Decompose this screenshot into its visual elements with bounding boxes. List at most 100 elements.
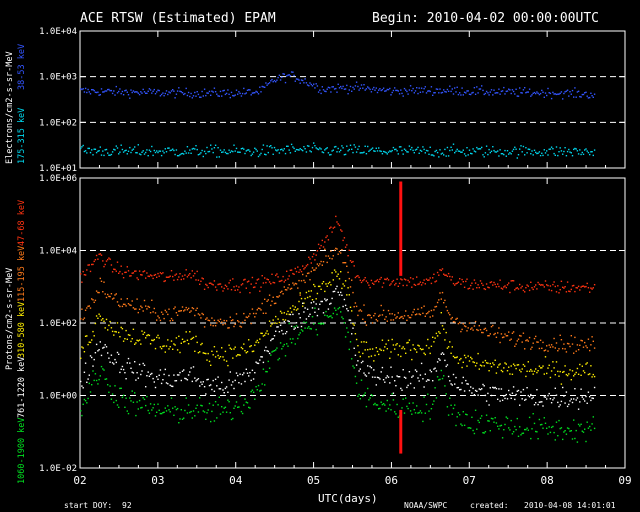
data-point <box>207 286 209 289</box>
data-point <box>539 92 542 95</box>
data-point <box>549 92 552 95</box>
data-point <box>252 391 255 393</box>
data-point <box>294 282 296 285</box>
data-point <box>571 343 574 345</box>
data-point <box>528 370 531 372</box>
data-point <box>131 91 133 94</box>
data-point <box>305 318 308 320</box>
data-point <box>104 327 106 329</box>
data-point <box>554 347 556 349</box>
data-point <box>568 148 570 151</box>
data-point <box>174 97 176 99</box>
data-point <box>324 290 326 293</box>
data-point <box>156 91 158 93</box>
data-point <box>130 275 132 277</box>
data-point <box>359 87 361 90</box>
data-point <box>354 276 357 279</box>
data-point <box>536 341 538 343</box>
data-point <box>249 345 251 348</box>
data-point <box>257 278 260 280</box>
data-point <box>135 379 137 381</box>
data-point <box>552 91 554 94</box>
data-point <box>283 73 285 75</box>
data-point <box>254 147 256 149</box>
data-point <box>127 94 130 96</box>
data-point <box>151 409 153 411</box>
data-point <box>114 294 116 296</box>
data-point <box>120 144 122 146</box>
data-point <box>190 277 192 279</box>
data-point <box>585 285 587 288</box>
data-point <box>434 387 436 389</box>
data-point <box>554 387 556 389</box>
data-point <box>566 374 569 377</box>
data-point <box>206 317 208 319</box>
data-point <box>344 304 347 307</box>
data-point <box>478 325 480 327</box>
data-point <box>132 90 135 92</box>
data-point <box>259 390 261 392</box>
data-point <box>525 375 527 378</box>
data-point <box>221 321 223 323</box>
data-point <box>87 343 89 346</box>
data-point <box>162 345 164 348</box>
data-point <box>560 280 563 282</box>
data-point <box>536 431 538 433</box>
data-point <box>479 417 482 419</box>
data-point <box>593 386 596 389</box>
data-point <box>113 90 115 92</box>
data-point <box>125 149 127 151</box>
data-point <box>505 393 507 396</box>
data-point <box>148 149 151 151</box>
data-point <box>392 319 395 321</box>
data-point <box>427 393 429 395</box>
data-point <box>580 374 582 376</box>
data-point <box>254 316 256 318</box>
data-point <box>109 385 111 387</box>
data-point <box>216 385 218 387</box>
data-point <box>449 397 451 399</box>
data-point <box>189 95 191 98</box>
data-point <box>439 292 441 294</box>
data-point <box>587 151 590 154</box>
data-point <box>335 247 337 250</box>
data-point <box>516 390 518 392</box>
data-point <box>233 95 235 97</box>
data-point <box>191 307 193 309</box>
data-point <box>592 416 594 418</box>
data-point <box>292 146 294 148</box>
data-point <box>281 76 283 79</box>
data-point <box>401 407 403 409</box>
data-point <box>510 365 512 367</box>
data-point <box>435 397 438 399</box>
data-point <box>517 95 520 97</box>
data-point <box>402 317 404 320</box>
data-point <box>549 148 552 150</box>
data-point <box>447 272 450 275</box>
data-point <box>187 152 190 154</box>
data-point <box>387 151 390 153</box>
data-point <box>127 303 130 305</box>
data-point <box>535 402 537 404</box>
data-point <box>396 278 398 280</box>
data-point <box>362 395 364 397</box>
data-point <box>179 351 181 354</box>
data-point <box>542 154 544 157</box>
data-point <box>557 154 559 157</box>
data-point <box>124 150 126 152</box>
data-point <box>447 312 450 314</box>
series-761-1220-keV <box>80 285 596 410</box>
data-point <box>275 302 277 304</box>
data-point <box>591 336 593 338</box>
data-point <box>456 416 458 418</box>
data-point <box>108 257 110 259</box>
data-point <box>118 90 120 93</box>
data-point <box>454 321 456 323</box>
data-point <box>287 145 289 147</box>
data-point <box>329 257 331 259</box>
data-point <box>261 332 263 335</box>
data-point <box>287 74 289 76</box>
data-point <box>341 316 343 318</box>
data-point <box>418 283 420 285</box>
